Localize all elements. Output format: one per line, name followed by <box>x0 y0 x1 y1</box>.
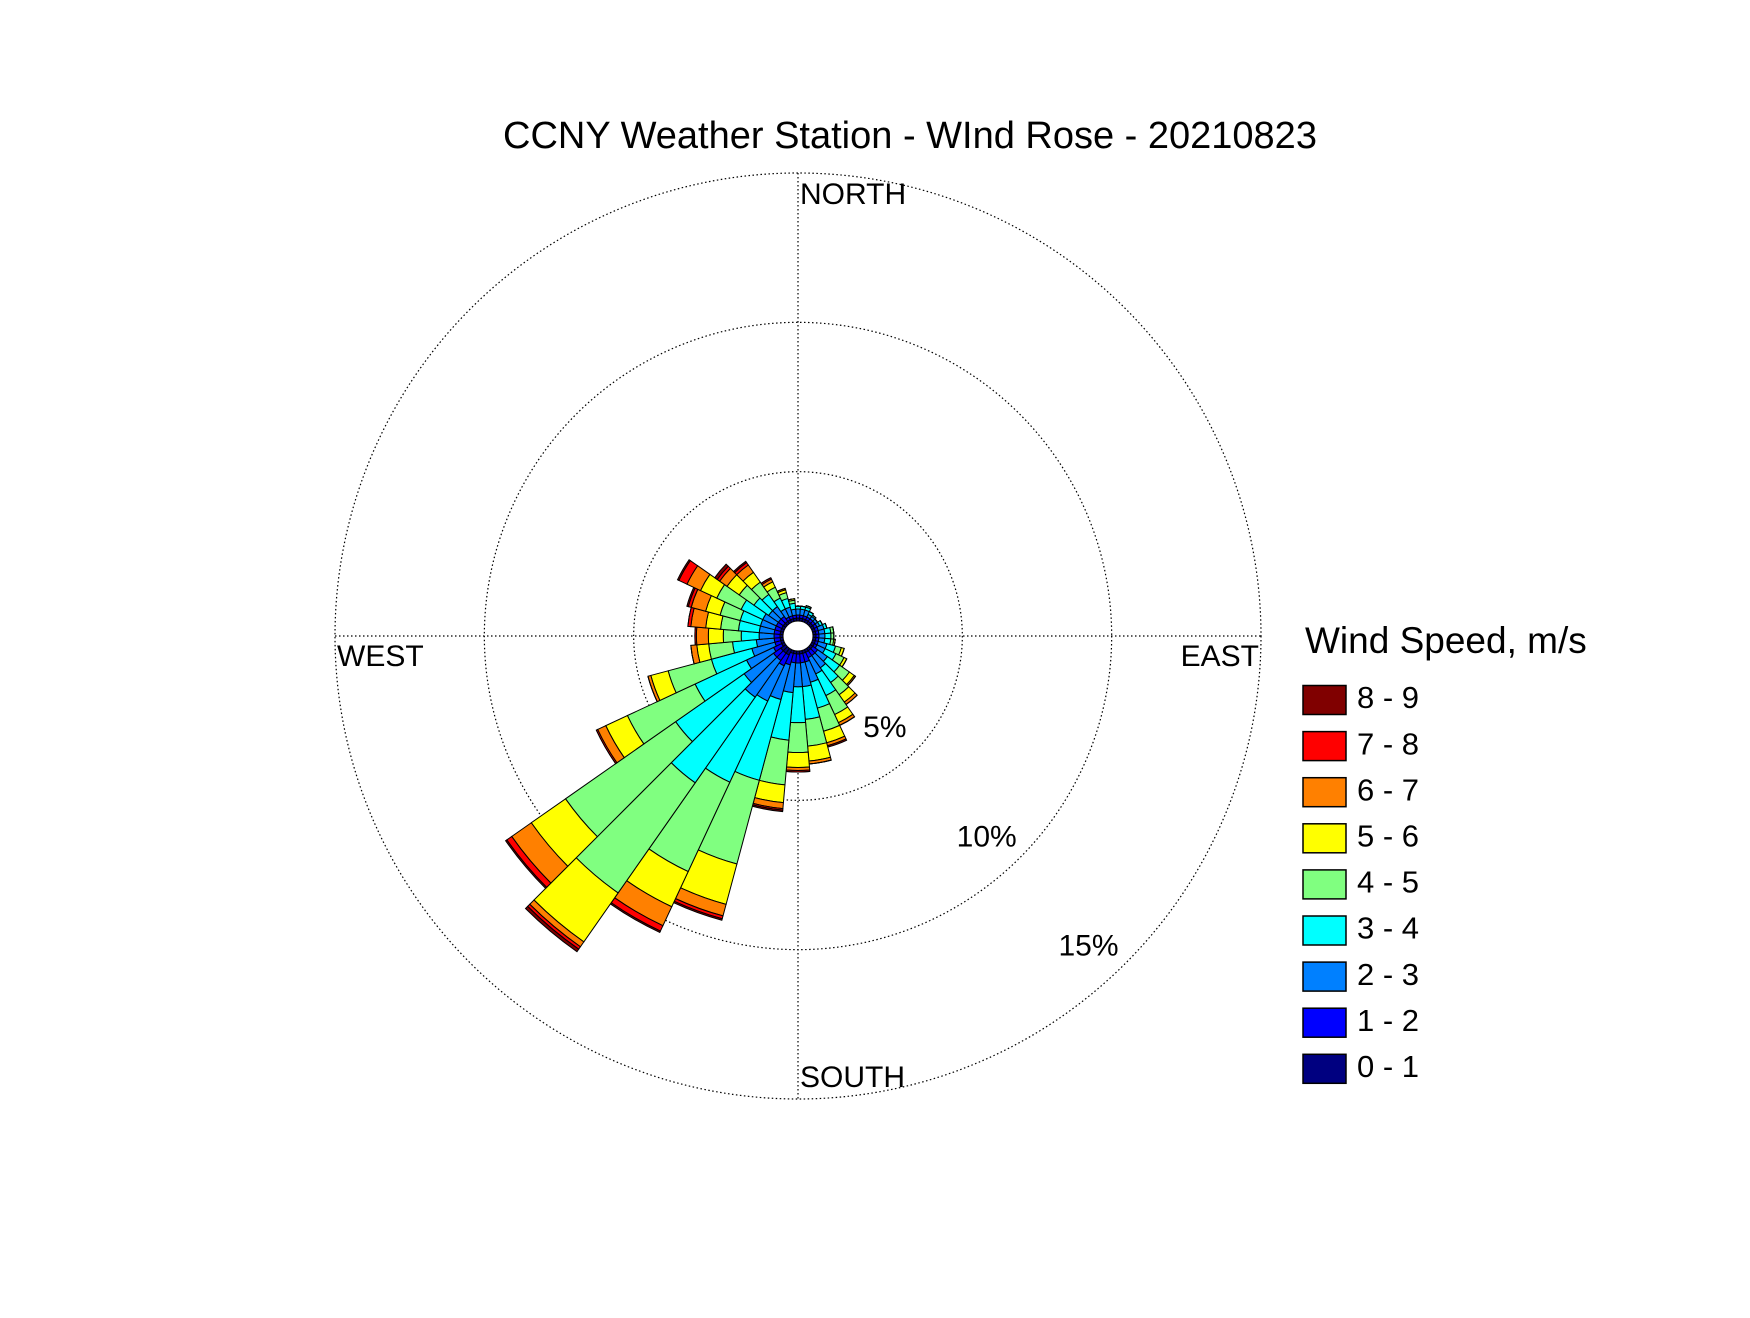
legend-label: 8 - 9 <box>1357 680 1419 715</box>
legend-label: 2 - 3 <box>1357 957 1419 992</box>
legend-label: 3 - 4 <box>1357 911 1419 946</box>
legend-swatch <box>1303 732 1346 761</box>
legend-swatch <box>1303 916 1346 945</box>
direction-label: EAST <box>1181 640 1259 673</box>
wind-wedge <box>723 629 741 642</box>
legend-title: Wind Speed, m/s <box>1305 620 1587 661</box>
legend-swatch <box>1303 1008 1346 1037</box>
legend-swatch <box>1303 962 1346 991</box>
direction-label: WEST <box>337 640 424 673</box>
wind-wedge <box>786 771 810 772</box>
legend-swatch <box>1303 686 1346 715</box>
wind-wedge <box>787 752 810 767</box>
legend-swatch <box>1303 824 1346 853</box>
direction-label: SOUTH <box>800 1061 905 1094</box>
legend-swatch <box>1303 778 1346 807</box>
legend-label: 5 - 6 <box>1357 818 1419 853</box>
wind-wedge <box>696 627 708 645</box>
legend-swatch <box>1303 870 1346 899</box>
ring-label: 5% <box>863 711 906 744</box>
legend-label: 4 - 5 <box>1357 865 1419 900</box>
legend-label: 1 - 2 <box>1357 1003 1419 1038</box>
ring-label: 15% <box>1059 929 1119 962</box>
legend-swatch <box>1303 1054 1346 1083</box>
center-hole <box>783 621 813 651</box>
legend-label: 0 - 1 <box>1357 1049 1419 1084</box>
wind-wedge <box>708 628 723 644</box>
legend-label: 7 - 8 <box>1357 726 1419 761</box>
chart-title: CCNY Weather Station - WInd Rose - 20210… <box>503 115 1317 157</box>
direction-label: NORTH <box>800 178 906 211</box>
legend-label: 6 - 7 <box>1357 772 1419 807</box>
wind-wedge <box>788 722 808 752</box>
ring-label: 10% <box>957 820 1017 853</box>
